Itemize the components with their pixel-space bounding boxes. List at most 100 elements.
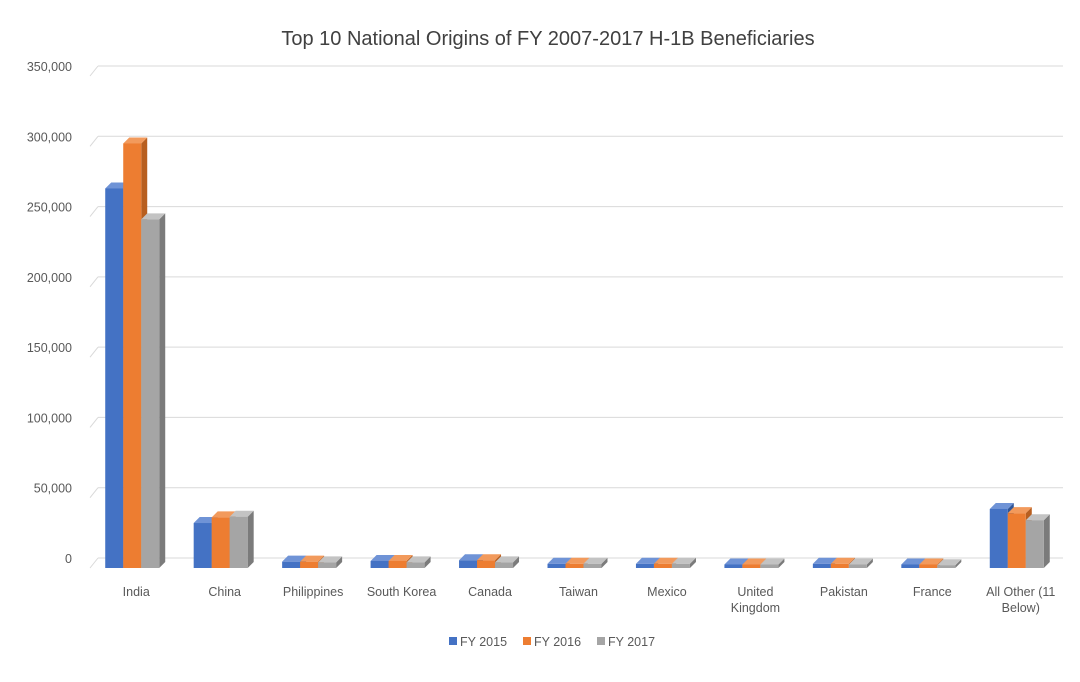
bar-top [547,557,572,564]
bars [105,137,1050,568]
bar-front [812,563,831,568]
chart-title: Top 10 National Origins of FY 2007-2017 … [281,28,814,50]
gridlines [89,65,1063,569]
x-category-label: France [913,585,952,599]
y-tick-label: 150,000 [27,341,72,355]
legend-label: FY 2017 [608,635,655,649]
bar-front [406,562,425,568]
bar-side [866,558,873,568]
bar-front [937,565,956,568]
y-tick-label: 200,000 [27,271,72,285]
bar [583,557,608,568]
bar-front [724,564,743,568]
bar-front [1007,513,1026,568]
bar-front [300,561,319,568]
gridline-diag [89,135,99,147]
x-category-label: Taiwan [559,585,598,599]
legend-swatch [523,637,531,645]
bar-top [565,557,590,564]
bar-side [247,510,254,568]
bar-side [424,556,431,568]
bar [848,558,873,568]
bar-top [211,511,236,518]
gridline-diag [89,276,99,288]
bar-front [477,560,496,568]
y-tick-label: 350,000 [27,60,72,74]
bar-front [671,563,690,568]
bar-top [901,558,926,565]
bar-top [812,557,837,564]
bar-front [848,564,867,568]
gridline-diag [89,206,99,217]
bar-top [1007,507,1032,514]
bar [1025,514,1050,568]
bar-front [583,563,602,568]
bar [406,556,431,568]
bar-front [388,560,407,568]
bar-front [919,564,938,568]
x-category-label: United Kingdom [731,585,780,615]
legend-label: FY 2016 [534,635,581,649]
y-tick-label: 0 [65,552,72,566]
x-category-label: Pakistan [820,585,868,599]
bar-top [583,557,608,564]
legend-swatch [449,637,457,645]
bar-top [141,213,166,220]
bar-front [742,564,761,568]
bar-top [830,557,855,564]
bar-top [459,554,484,561]
y-tick-label: 100,000 [27,411,72,425]
bar-side [601,557,608,568]
bar-front [141,219,160,568]
bar-top [282,555,307,562]
bar-front [635,563,654,568]
bar-top [989,502,1014,509]
x-category-label: India [123,585,150,599]
bar-top [370,554,395,561]
bar-top [477,554,502,561]
bar-side [159,213,166,568]
bar-top [229,510,254,517]
gridline-diag [89,487,99,499]
bar-front [459,560,478,568]
y-tick-label: 300,000 [27,130,72,144]
bar-top [388,554,413,561]
legend: FY 2015 FY 2016 FY 2017 [449,635,655,649]
y-axis-ticks: 0 50,000 100,000 150,000 200,000 250,000 300,0… [27,60,72,566]
bar-front [830,563,849,568]
bar-front [123,143,142,568]
bar-side [513,556,520,568]
x-category-label: China [208,585,241,599]
bar [671,557,696,568]
bar-top [635,557,660,564]
bar-front [370,560,389,568]
x-category-label: All Other (11 Below) [986,585,1055,615]
bar-top [406,556,431,563]
bar-top [671,557,696,564]
x-category-label: Canada [468,585,512,599]
bar [229,510,254,568]
x-category-label: Mexico [647,585,687,599]
bar-top [724,558,749,565]
bar-front [901,564,920,568]
bar-side [955,559,962,568]
bar-front [760,564,779,568]
bar-top [495,556,520,563]
bar-front [211,517,230,568]
x-category-label: South Korea [367,585,437,599]
bar-top [919,558,944,565]
bar-top [653,557,678,564]
gridline-diag [89,65,99,77]
bar-front [565,563,584,568]
bar [760,558,785,568]
gridline-diag [89,346,99,358]
bar-side [336,556,343,568]
bar-front [318,562,337,568]
bar [495,556,520,568]
y-tick-label: 250,000 [27,201,72,215]
gridline-diag [89,557,99,569]
bar-front [547,563,566,568]
bar-front [229,516,248,568]
